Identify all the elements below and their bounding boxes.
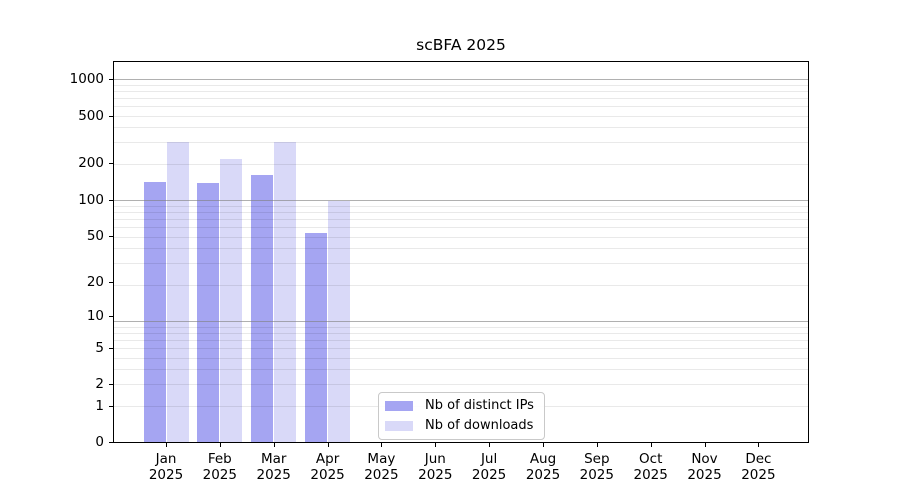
x-tick-mark (219, 443, 221, 447)
y-tick-mark (109, 79, 113, 81)
bar-downloads (274, 142, 297, 442)
plot-area (113, 61, 809, 443)
x-tick-mark (758, 443, 760, 447)
y-tick-label: 0 (95, 434, 104, 450)
x-tick-mark (327, 443, 329, 447)
gridline-minor (114, 205, 808, 207)
y-tick-label: 100 (78, 191, 104, 208)
gridline-minor (114, 142, 808, 144)
x-tick-mark (596, 443, 598, 447)
x-tick-label: Feb 2025 (202, 451, 237, 483)
y-tick-label: 1 (95, 397, 104, 414)
gridline-major (114, 200, 808, 202)
gridline-minor (114, 248, 808, 250)
gridline-minor (114, 284, 808, 286)
gridline-minor (114, 127, 808, 129)
y-tick-mark (109, 235, 113, 237)
x-tick-label: Sep 2025 (579, 451, 614, 483)
x-tick-mark (543, 443, 544, 447)
y-tick-mark (109, 347, 113, 349)
gridline-minor (114, 218, 808, 220)
y-tick-label: 10 (86, 308, 104, 324)
x-tick-mark (381, 443, 383, 447)
gridline-minor (114, 339, 808, 341)
x-tick-mark (489, 443, 491, 447)
legend-item-distinct-ips: Nb of distinct IPs (385, 398, 534, 414)
gridline-minor (114, 357, 808, 359)
bar-distinct-ips (143, 181, 166, 442)
gridline-minor (114, 236, 808, 238)
y-tick-label: 5 (95, 339, 104, 356)
gridline-minor (114, 226, 808, 228)
y-tick-mark (109, 316, 113, 317)
y-tick-mark (109, 405, 113, 407)
legend-label-downloads: Nb of downloads (425, 418, 534, 433)
chart-title: scBFA 2025 (416, 36, 506, 54)
gridline-minor (114, 106, 808, 107)
bar-downloads (220, 158, 243, 442)
bar-distinct-ips (197, 182, 220, 442)
gridline-minor (114, 211, 808, 213)
x-tick-label: Jun 2025 (418, 451, 453, 483)
gridline-minor (114, 115, 808, 117)
y-tick-label: 20 (86, 274, 104, 291)
y-tick-mark (109, 442, 113, 443)
gridline-minor (114, 263, 808, 265)
x-tick-mark (273, 443, 275, 447)
x-tick-label: Mar 2025 (256, 451, 291, 483)
y-tick-label: 50 (86, 227, 104, 244)
y-tick-mark (109, 199, 113, 201)
gridline-minor (114, 332, 808, 334)
gridline-minor (114, 369, 808, 371)
x-tick-label: Oct 2025 (633, 451, 668, 483)
gridline-minor (114, 163, 808, 165)
legend: Nb of distinct IPs Nb of downloads (378, 392, 545, 440)
legend-swatch-downloads (385, 421, 413, 431)
gridline-major (114, 321, 808, 322)
y-tick-label: 500 (78, 107, 104, 124)
gridline-minor (114, 97, 808, 99)
y-tick-label: 1000 (69, 71, 104, 88)
x-tick-label: Nov 2025 (687, 451, 722, 483)
bar-distinct-ips (305, 233, 328, 442)
gridline-major (114, 79, 808, 81)
legend-swatch-distinct-ips (385, 401, 413, 411)
gridline-minor (114, 90, 808, 92)
x-tick-label: Aug 2025 (525, 451, 561, 483)
gridline-minor (114, 347, 808, 349)
x-tick-mark (435, 443, 437, 447)
y-tick-mark (109, 282, 113, 284)
x-tick-label: Dec 2025 (741, 451, 776, 483)
gridline-minor (114, 384, 808, 386)
x-tick-label: Apr 2025 (310, 451, 345, 483)
x-tick-label: May 2025 (364, 451, 399, 483)
y-tick-label: 2 (95, 376, 104, 393)
x-tick-mark (650, 443, 652, 447)
y-tick-mark (109, 384, 113, 386)
y-tick-mark (109, 115, 113, 117)
legend-item-downloads: Nb of downloads (385, 418, 534, 434)
legend-label-distinct-ips: Nb of distinct IPs (425, 398, 534, 413)
bar-distinct-ips (251, 175, 274, 442)
y-tick-mark (109, 163, 113, 165)
x-tick-mark (704, 443, 706, 447)
y-tick-label: 200 (78, 155, 104, 172)
x-tick-mark (166, 443, 167, 447)
gridline-minor (114, 326, 808, 328)
bar-downloads (166, 142, 189, 442)
x-tick-label: Jul 2025 (471, 451, 507, 483)
gridline-minor (114, 84, 808, 86)
x-tick-label: Jan 2025 (148, 451, 184, 483)
